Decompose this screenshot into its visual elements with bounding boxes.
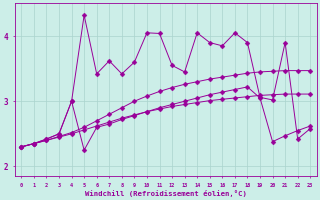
X-axis label: Windchill (Refroidissement éolien,°C): Windchill (Refroidissement éolien,°C) — [85, 190, 247, 197]
